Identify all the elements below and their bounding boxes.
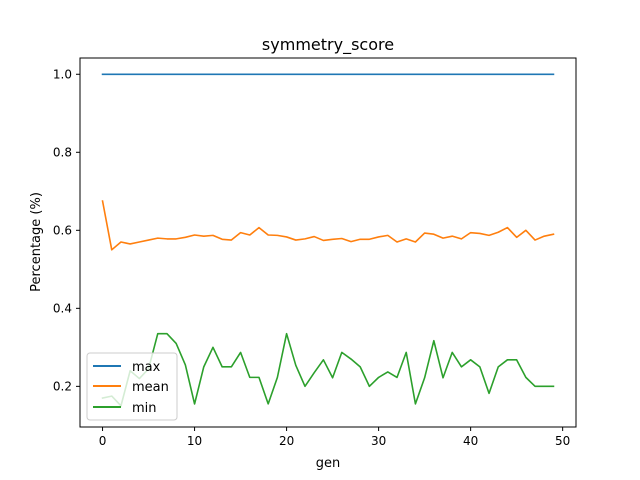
- legend-label-mean: mean: [132, 380, 169, 395]
- y-tick-label: 0.2: [53, 379, 72, 393]
- legend-label-max: max: [132, 360, 161, 375]
- y-axis: 0.2 0.4 0.6 0.8 1.0: [53, 67, 80, 393]
- y-tick-label: 1.0: [53, 67, 72, 81]
- x-tick-label: 40: [463, 434, 478, 448]
- plot-frame: [79, 57, 577, 428]
- series-layer: [101, 73, 555, 407]
- x-tick-label: 50: [555, 434, 570, 448]
- legend: max mean min: [86, 352, 178, 421]
- x-tick-label: 30: [371, 434, 386, 448]
- y-tick-label: 0.4: [53, 301, 72, 315]
- series-line-mean: [101, 200, 555, 251]
- x-tick-label: 10: [187, 434, 202, 448]
- chart-title: symmetry_score: [262, 35, 394, 55]
- x-tick-label: 0: [99, 434, 107, 448]
- x-axis-label: gen: [316, 456, 341, 471]
- y-tick-label: 0.6: [53, 223, 72, 237]
- legend-box: [86, 352, 178, 421]
- x-tick-label: 20: [279, 434, 294, 448]
- series-line-min: [101, 332, 555, 407]
- x-axis: 0 10 20 30 40 50: [99, 427, 570, 448]
- y-tick-label: 0.8: [53, 145, 72, 159]
- y-axis-label: Percentage (%): [29, 192, 44, 292]
- legend-label-min: min: [132, 401, 157, 416]
